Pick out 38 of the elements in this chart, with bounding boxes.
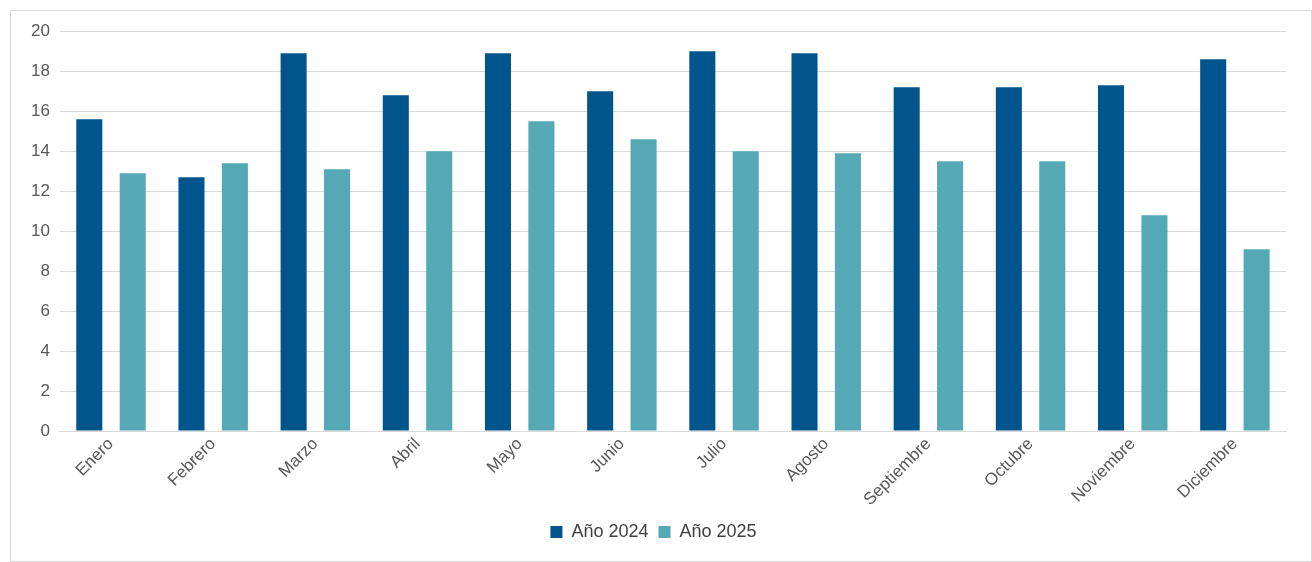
bar [689,51,716,431]
bar [587,91,614,431]
bar [995,87,1022,431]
bar [791,53,818,431]
y-tick-label: 6 [40,300,50,320]
bar [1243,249,1270,431]
bar [1039,161,1066,431]
legend-label: Año 2024 [571,520,649,541]
bar [1098,85,1125,431]
bar [280,53,307,431]
legend-label: Año 2025 [679,520,757,541]
y-tick-label: 10 [30,220,50,240]
bar [382,95,409,431]
bar [221,163,248,431]
bar [528,121,555,431]
y-tick-label: 8 [40,260,50,280]
y-tick-label: 0 [40,420,50,440]
bar [484,53,512,431]
bar [893,87,920,431]
bar [76,119,103,431]
bar [630,139,657,431]
y-tick-label: 18 [30,60,50,80]
bar [119,173,146,431]
bar [732,151,759,431]
bar [426,151,453,431]
y-tick-label: 14 [30,140,50,160]
bar [937,161,964,431]
y-tick-label: 4 [40,340,50,360]
bar [178,177,205,431]
bar [324,169,351,431]
bar [834,153,861,431]
bar [1200,59,1227,431]
y-tick-label: 16 [30,100,50,120]
y-tick-label: 20 [30,20,50,40]
y-tick-label: 12 [30,180,50,200]
bar [1141,215,1168,431]
y-tick-label: 2 [40,380,50,400]
x-tick-label: Julio [692,434,731,473]
